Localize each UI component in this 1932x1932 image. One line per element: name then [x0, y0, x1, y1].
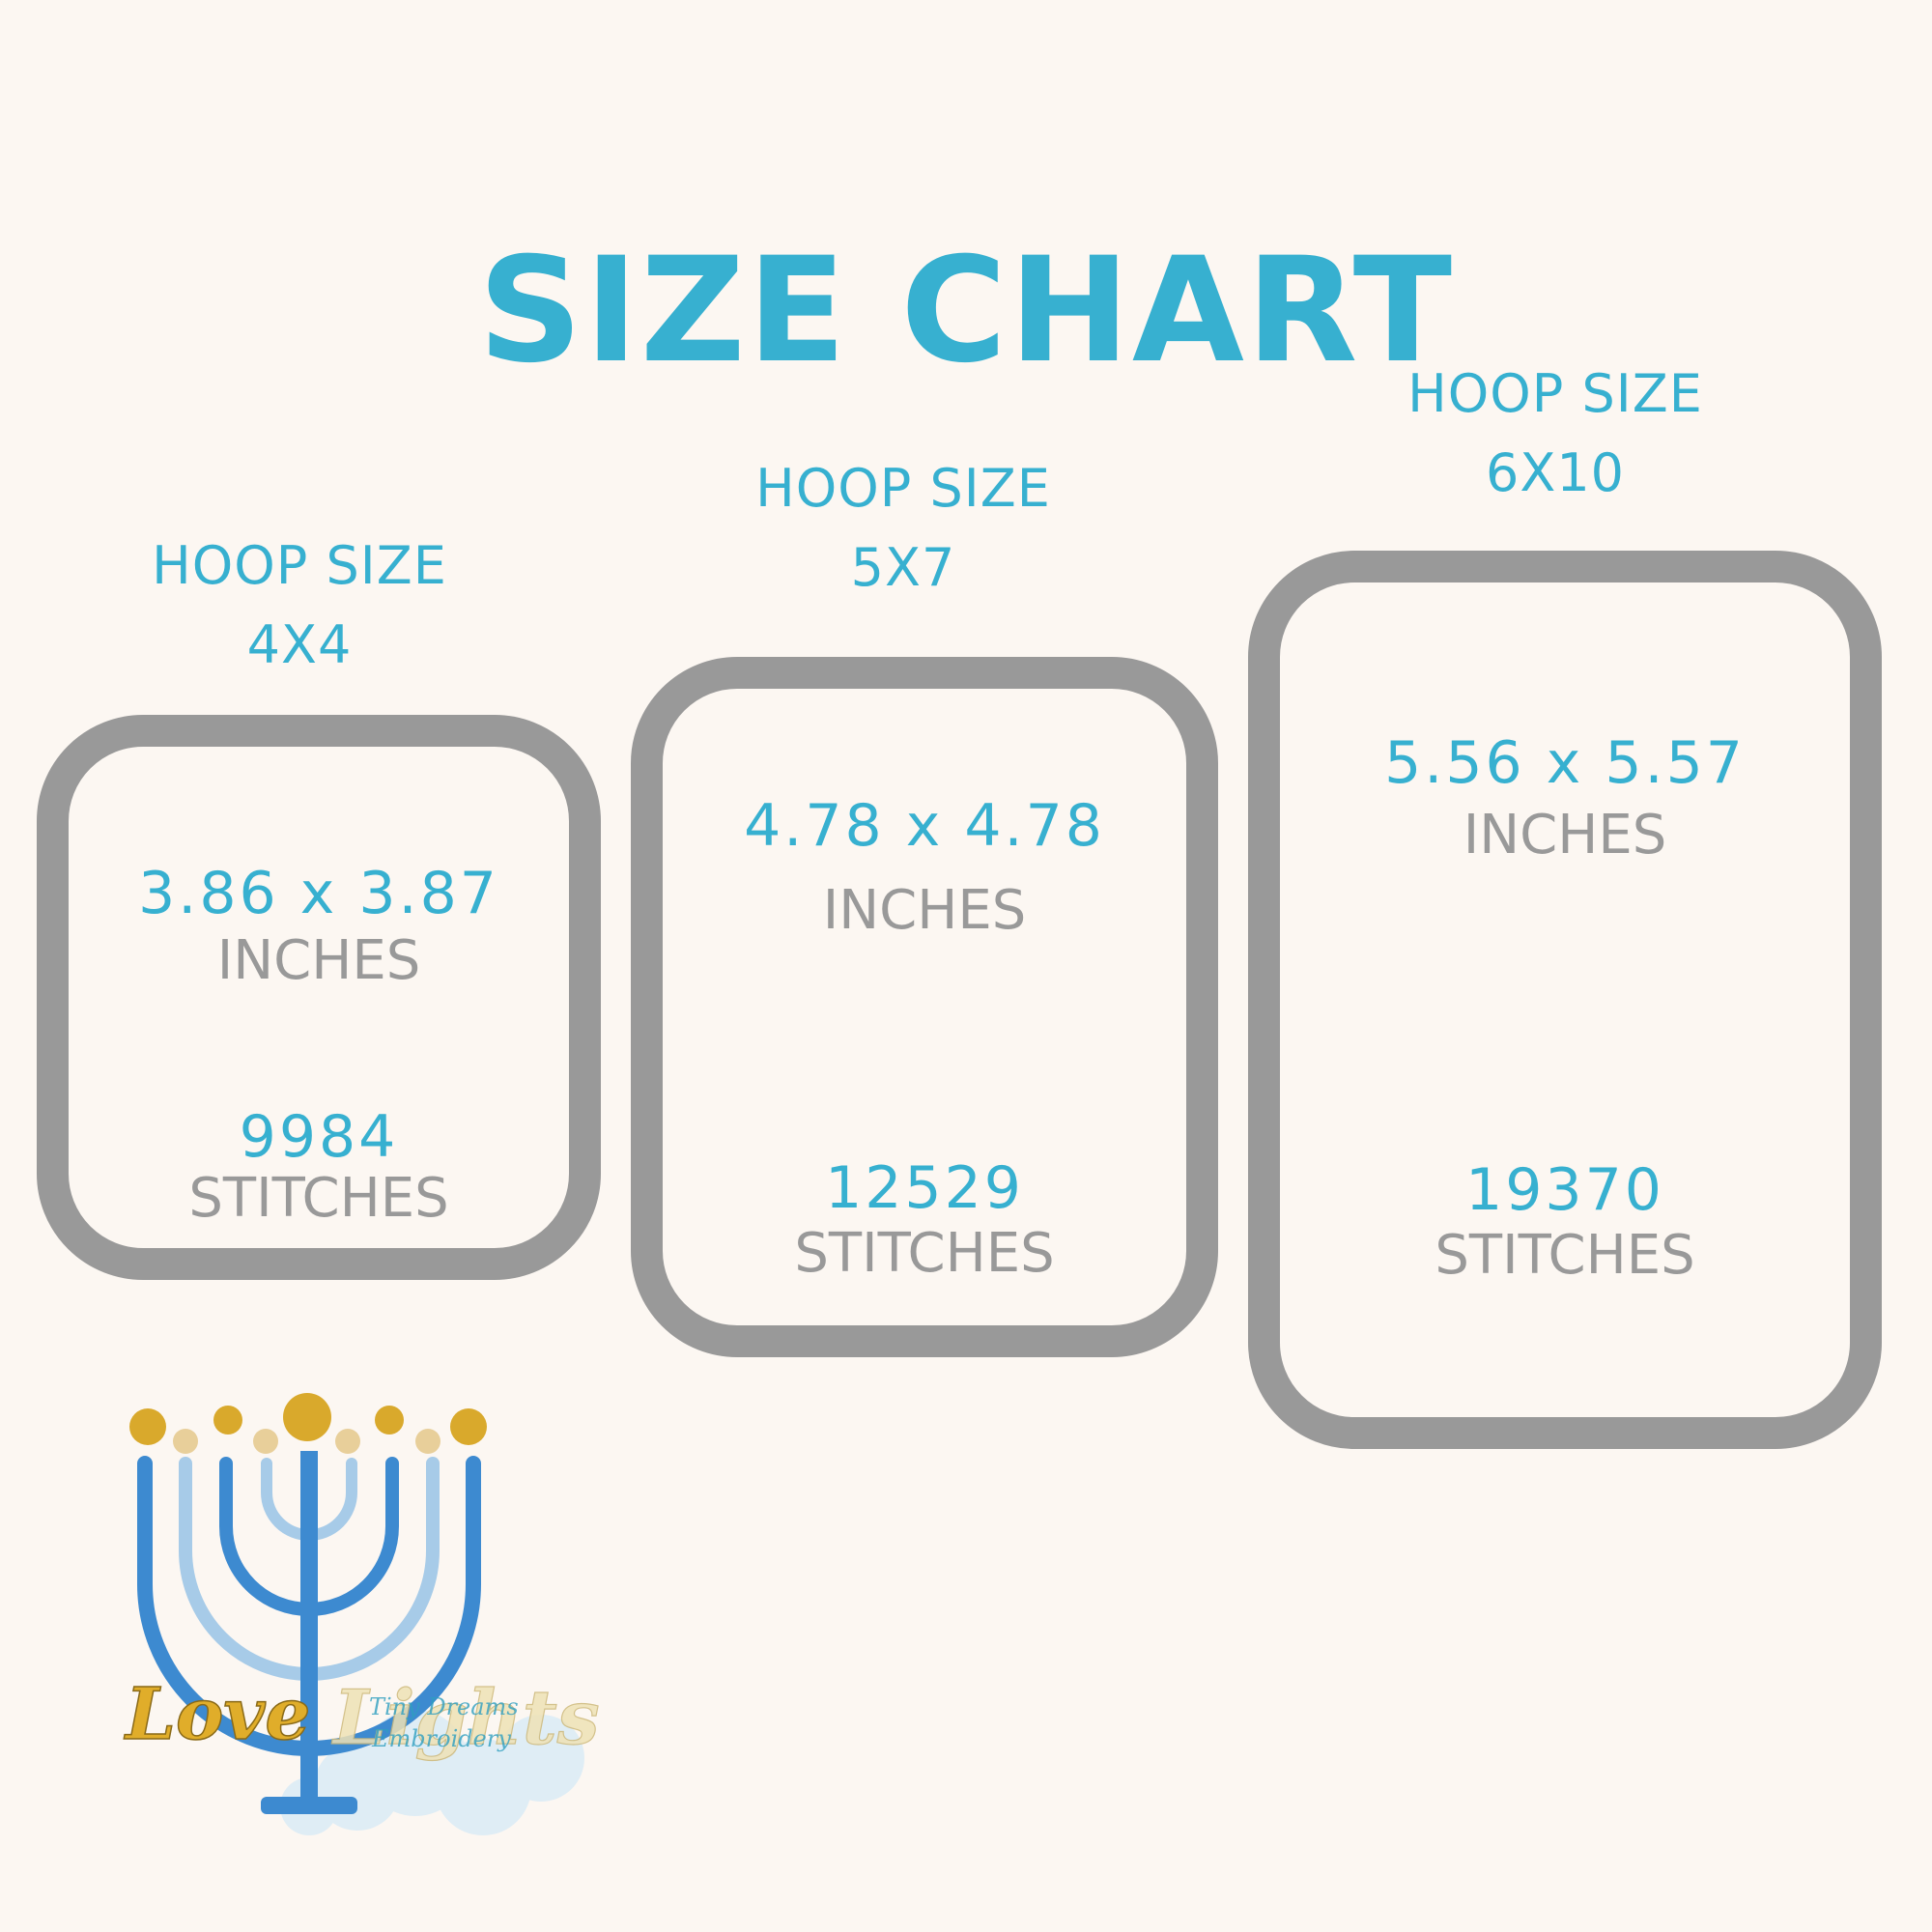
hoop-label-text: HOOP SIZE: [152, 535, 447, 596]
hoop-frame-4x4: 3.86 x 3.87 INCHES 9984 STITCHES: [37, 715, 601, 1280]
hoop-stitches: 9984: [239, 1103, 399, 1171]
hoop-label-4x4: HOOP SIZE 4X4: [135, 526, 464, 685]
logo-word-left: Love: [124, 1673, 310, 1756]
hoop-frame-5x7: 4.78 x 4.78 INCHES 12529 STITCHES: [631, 657, 1218, 1357]
hoop-stitch-unit: STITCHES: [188, 1167, 449, 1230]
hoop-stitches: 12529: [825, 1154, 1024, 1222]
watermark-line-1: Tiny Dreams: [369, 1693, 519, 1720]
hoop-dimension-unit: INCHES: [216, 929, 421, 992]
page-title: SIZE CHART: [477, 227, 1455, 395]
hoop-size-text: 5X7: [850, 537, 956, 598]
hoop-dimension-unit: INCHES: [1463, 804, 1667, 867]
hoop-dimensions: 5.56 x 5.57: [1384, 729, 1746, 797]
logo-word-right: Lights: [331, 1674, 600, 1762]
hoop-label-5x7: HOOP SIZE 5X7: [739, 449, 1067, 608]
menorah-stem: [300, 1451, 318, 1804]
hoop-label-6x10: HOOP SIZE 6X10: [1391, 355, 1719, 513]
hoop-dimension-unit: INCHES: [822, 879, 1027, 942]
hoop-label-text: HOOP SIZE: [1407, 363, 1703, 424]
hoop-size-text: 4X4: [246, 614, 353, 675]
hoop-frame-6x10: 5.56 x 5.57 INCHES 19370 STITCHES: [1248, 551, 1882, 1449]
hoop-dimensions: 4.78 x 4.78: [744, 792, 1105, 860]
flame-dots: [129, 1393, 487, 1454]
menorah-base: [261, 1797, 357, 1814]
hoop-stitches: 19370: [1465, 1156, 1664, 1224]
hoop-stitch-unit: STITCHES: [794, 1222, 1055, 1285]
watermark-line-2: Embroidery: [371, 1725, 511, 1752]
menorah-logo: Love Lights Tiny Dreams Embroidery: [123, 1393, 600, 1835]
hoop-dimensions: 3.86 x 3.87: [138, 860, 499, 927]
hoop-size-text: 6X10: [1485, 442, 1626, 503]
hoop-stitch-unit: STITCHES: [1435, 1224, 1695, 1287]
hoop-label-text: HOOP SIZE: [755, 458, 1051, 519]
